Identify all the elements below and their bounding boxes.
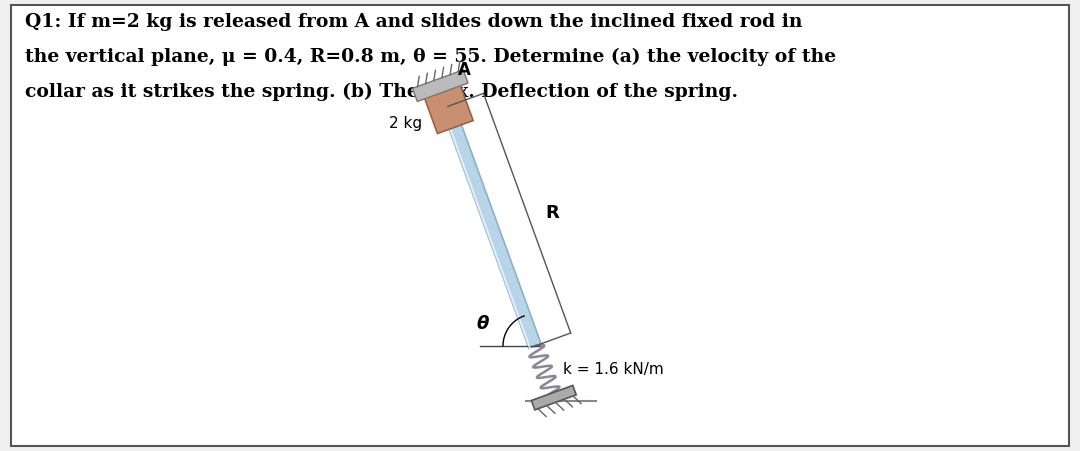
Polygon shape [442,104,541,348]
Text: the vertical plane, μ = 0.4, R=0.8 m, θ = 55. Determine (a) the velocity of the: the vertical plane, μ = 0.4, R=0.8 m, θ … [25,48,836,66]
Text: A: A [458,61,471,79]
Polygon shape [531,386,577,410]
Text: collar as it strikes the spring. (b) The max. Deflection of the spring.: collar as it strikes the spring. (b) The… [25,83,738,101]
Text: Q1: If m=2 kg is released from A and slides down the inclined fixed rod in: Q1: If m=2 kg is released from A and sli… [25,13,802,31]
Text: θ: θ [476,315,489,333]
Polygon shape [413,70,468,101]
Polygon shape [422,79,473,133]
Text: k = 1.6 kN/m: k = 1.6 kN/m [564,362,664,377]
Text: R: R [545,204,558,222]
Text: 2 kg: 2 kg [389,116,421,131]
Polygon shape [422,79,460,98]
